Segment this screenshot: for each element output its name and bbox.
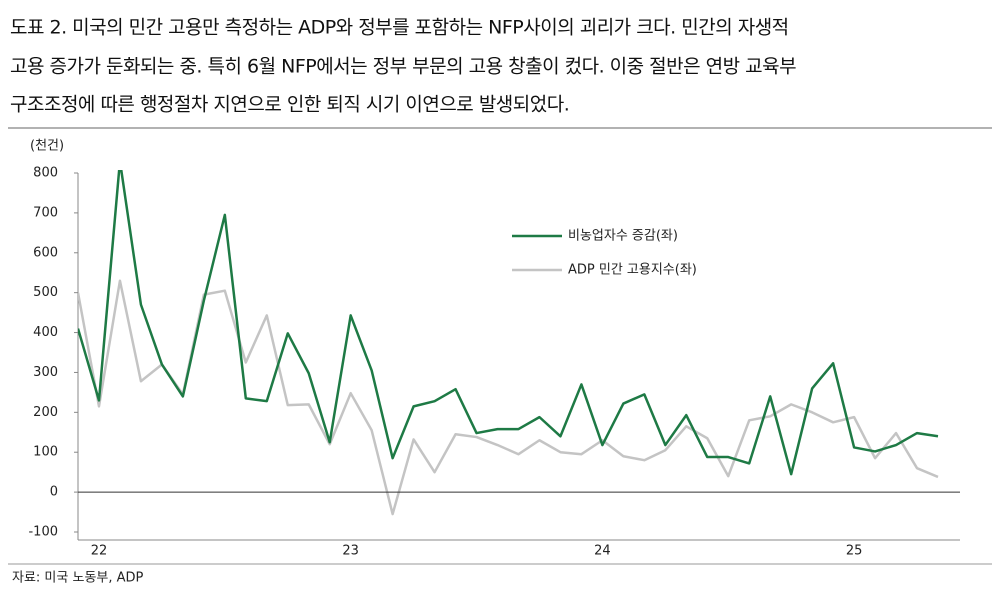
series-line <box>78 279 939 516</box>
x-tick-label: 25 <box>846 544 863 559</box>
y-tick-label: 700 <box>33 205 58 220</box>
y-axis-unit: (천건) <box>30 139 64 154</box>
x-tick-label: 24 <box>594 544 611 559</box>
y-tick-label: 200 <box>33 405 58 420</box>
series-line <box>78 170 939 476</box>
chart-title: 고용 증가가 둔화되는 중. 특히 6월 NFP에서는 정부 부문의 고용 창출… <box>10 56 796 78</box>
chart-title: 도표 2. 미국의 민간 고용만 측정하는 ADP와 정부를 포함하는 NFP사… <box>10 17 789 39</box>
legend-label: 비농업자수 증감(좌) <box>568 229 678 244</box>
y-tick-label: -100 <box>28 525 58 540</box>
chart-title: 구조조정에 따른 행정절차 지연으로 인한 퇴직 시기 이연으로 발생되었다. <box>10 94 569 116</box>
y-tick-label: 500 <box>33 285 58 300</box>
y-tick-label: 800 <box>33 166 58 181</box>
y-tick-label: 300 <box>33 365 58 380</box>
y-tick-label: 0 <box>50 485 58 500</box>
legend-label: ADP 민간 고용지수(좌) <box>568 263 697 278</box>
x-tick-label: 23 <box>342 544 359 559</box>
plot-area <box>78 170 939 516</box>
y-tick-label: 600 <box>33 245 58 260</box>
source: 자료: 미국 노동부, ADP <box>12 571 144 586</box>
y-tick-label: 100 <box>33 445 58 460</box>
x-tick-label: 22 <box>91 544 108 559</box>
y-tick-label: 400 <box>33 325 58 340</box>
